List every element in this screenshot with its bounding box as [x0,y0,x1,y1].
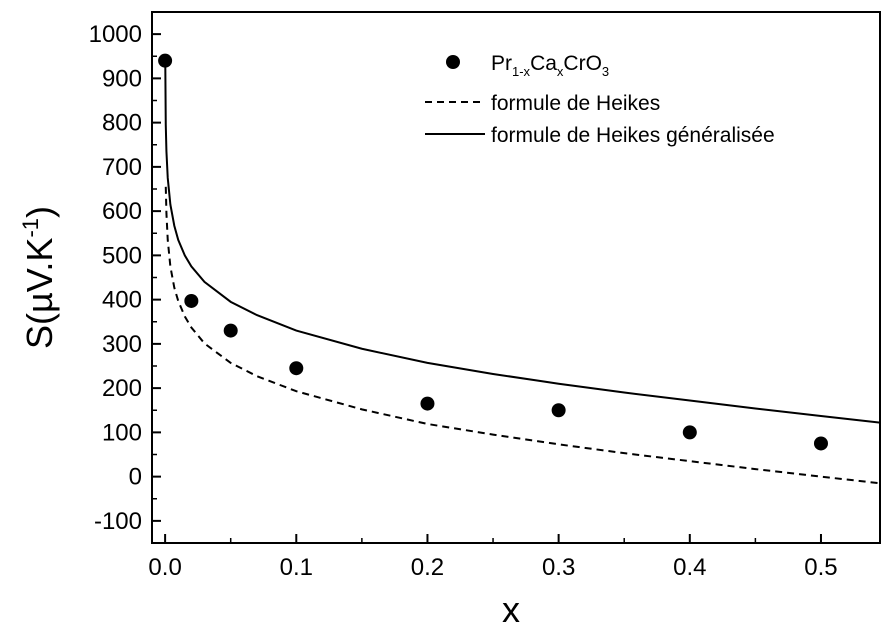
x-axis-title: x [502,589,520,626]
data-point [682,425,697,440]
data-point [223,323,238,338]
legend-marker-0 [446,55,460,69]
x-tick-label: 0.5 [804,554,837,581]
y-axis-title: S(µV.K-1) [18,206,60,349]
legend-label-1: formule de Heikes [491,92,660,115]
y-tick-label: -100 [94,508,142,535]
y-tick-label: 200 [102,375,142,402]
legend: Pr1-xCaxCrO3 formule de Heikes formule de … [425,52,775,147]
data-point [813,436,828,451]
series-layer [158,53,880,485]
y-tick-label: 800 [102,110,142,137]
data-point [184,293,199,308]
data-point [420,396,435,411]
y-axis-title-close: ) [19,206,60,218]
y-tick-label: 700 [102,154,142,181]
x-tick-label: 0.2 [411,554,444,581]
y-axis-title-sup: -1 [18,218,43,238]
x-tick-label: 0.4 [673,554,706,581]
y-tick-label: 300 [102,331,142,358]
legend-label-part: Pr [491,52,512,75]
axes: -100 0 100 200 300 400 500 600 700 800 900 1000 0.0 0… [18,21,838,626]
series-line-2 [164,58,880,424]
y-tick-label: 500 [102,242,142,269]
data-point [551,403,566,418]
legend-label-part: CrO [563,52,602,75]
legend-label-part: Ca [530,52,557,75]
legend-label-part: x [557,64,564,79]
y-tick-label: 400 [102,287,142,314]
x-tick-label: 0.0 [148,554,181,581]
y-tick-label: 600 [102,198,142,225]
y-axis-title-main: S(µV.K [19,238,60,349]
legend-label-0: Pr1-xCaxCrO3 [491,52,609,79]
series-line-1 [164,186,880,485]
y-tick-label: 1000 [89,21,142,48]
legend-label-2: formule de Heikes généralisée [491,124,775,147]
x-tick-label: 0.1 [280,554,313,581]
legend-label-part: 3 [602,64,609,79]
y-tick-label: 900 [102,65,142,92]
legend-label-part: 1-x [512,64,531,79]
data-point [289,361,304,376]
y-tick-label: 0 [129,464,142,491]
x-tick-label: 0.3 [542,554,575,581]
y-tick-label: 100 [102,419,142,446]
